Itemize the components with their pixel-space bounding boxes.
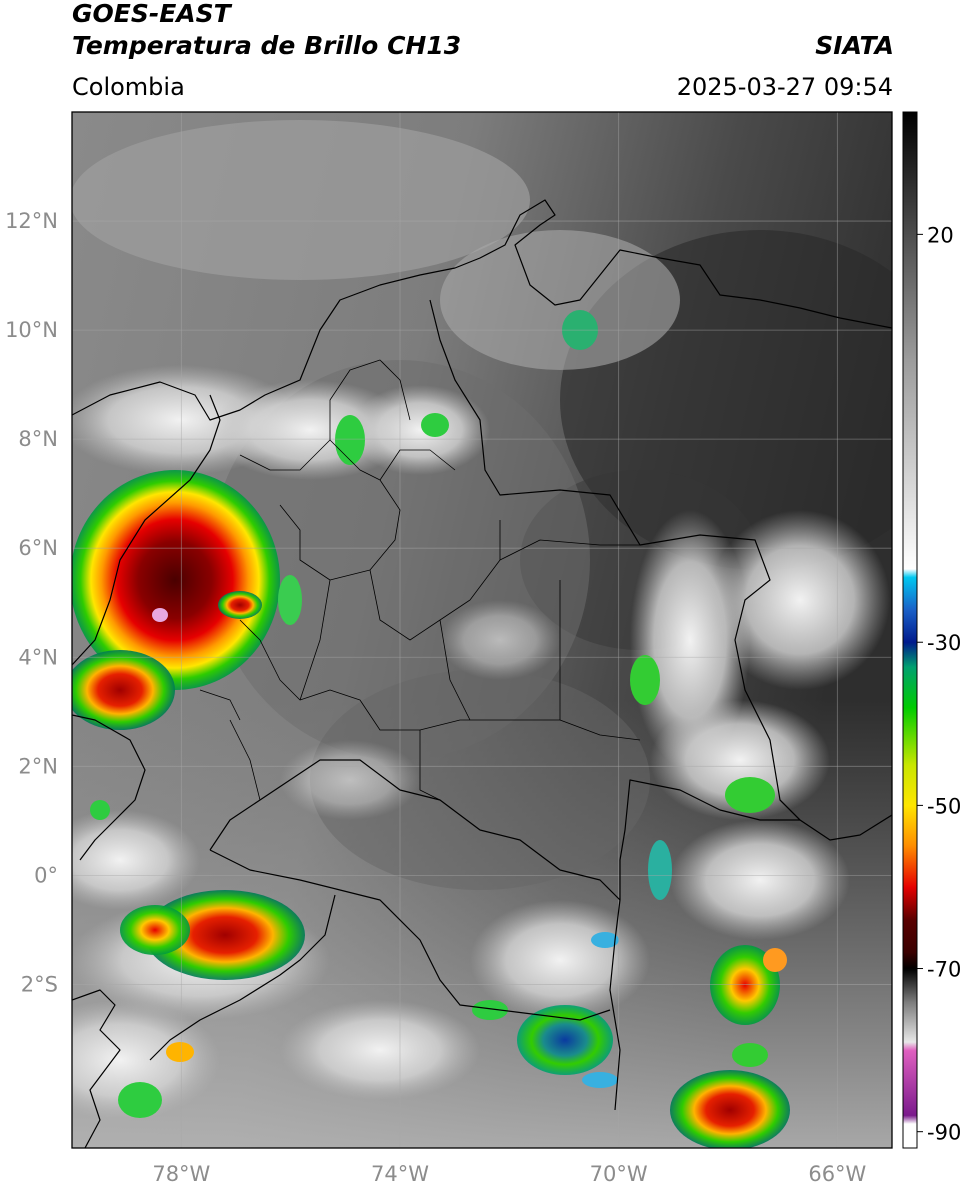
colorbar-segment xyxy=(903,642,917,668)
borders xyxy=(72,199,892,1148)
colorbar-tick-label: -50 xyxy=(927,794,961,818)
colorbar-segment xyxy=(903,1041,917,1051)
colorbar-segment xyxy=(903,886,917,920)
colorbar-tick-label: -70 xyxy=(927,958,961,982)
colorbar-segment xyxy=(903,1115,917,1124)
lat-tick-label: 2°S xyxy=(21,972,58,996)
colorbar-segment xyxy=(903,576,917,611)
colorbar-segment xyxy=(903,1050,917,1116)
storm-cell-southeast xyxy=(670,1043,790,1148)
latitude-axis: 12°N 10°N 8°N 6°N 4°N 2°N 0° 2°S xyxy=(5,209,58,996)
lon-tick-label: 70°W xyxy=(590,1162,648,1186)
colorbar-segment xyxy=(903,952,917,969)
product-title: Temperatura de Brillo CH13 xyxy=(72,31,462,60)
lat-tick-label: 12°N xyxy=(5,209,58,233)
agency-label: SIATA xyxy=(815,31,894,60)
colorbar-segment xyxy=(903,968,917,1002)
storm-cell-small xyxy=(90,310,619,1118)
colorbar-segment xyxy=(903,919,917,953)
colorbar-segment xyxy=(903,707,917,765)
storm-cell-putumayo xyxy=(472,1000,613,1075)
colorbar-segment xyxy=(903,112,917,358)
lat-tick-label: 2°N xyxy=(18,754,58,778)
lon-tick-label: 66°W xyxy=(808,1162,866,1186)
lat-tick-label: 8°N xyxy=(18,427,58,451)
colorbar-segment xyxy=(903,805,917,847)
colorbar-segment xyxy=(903,609,917,643)
colorbar-segment xyxy=(903,1001,917,1043)
colorbar-segment xyxy=(903,568,917,578)
colorbar-tick-label: -30 xyxy=(927,631,961,655)
graticule xyxy=(72,112,892,1148)
colorbar-segment xyxy=(903,764,917,806)
storm-cell-east xyxy=(630,655,787,1025)
storm-cell-pacific xyxy=(72,470,280,730)
colorbar-segment xyxy=(903,846,917,888)
colorbar: 20 -30 -50 -70 -90 xyxy=(902,111,961,1149)
colorbar-frame xyxy=(902,111,918,1149)
region-label: Colombia xyxy=(72,73,185,101)
colorbar-segment xyxy=(903,666,917,708)
colorbar-segment xyxy=(903,1123,917,1149)
colorbar-segment xyxy=(903,356,917,570)
lon-tick-label: 78°W xyxy=(152,1162,210,1186)
timestamp-label: 2025-03-27 09:54 xyxy=(676,73,893,101)
storm-cell-ecuador xyxy=(120,890,305,980)
satellite-title: GOES-EAST xyxy=(72,0,231,28)
lat-tick-label: 10°N xyxy=(5,318,58,342)
colorbar-tick-label: 20 xyxy=(927,223,954,247)
lat-tick-label: 6°N xyxy=(18,536,58,560)
colorbar-tick-label: -90 xyxy=(927,1121,961,1145)
lon-tick-label: 74°W xyxy=(371,1162,429,1186)
satellite-image xyxy=(72,112,892,1148)
lat-tick-label: 0° xyxy=(34,863,58,887)
lat-tick-label: 4°N xyxy=(18,645,58,669)
map-frame xyxy=(71,111,893,1149)
longitude-axis: 78°W 74°W 70°W 66°W xyxy=(152,1162,866,1186)
